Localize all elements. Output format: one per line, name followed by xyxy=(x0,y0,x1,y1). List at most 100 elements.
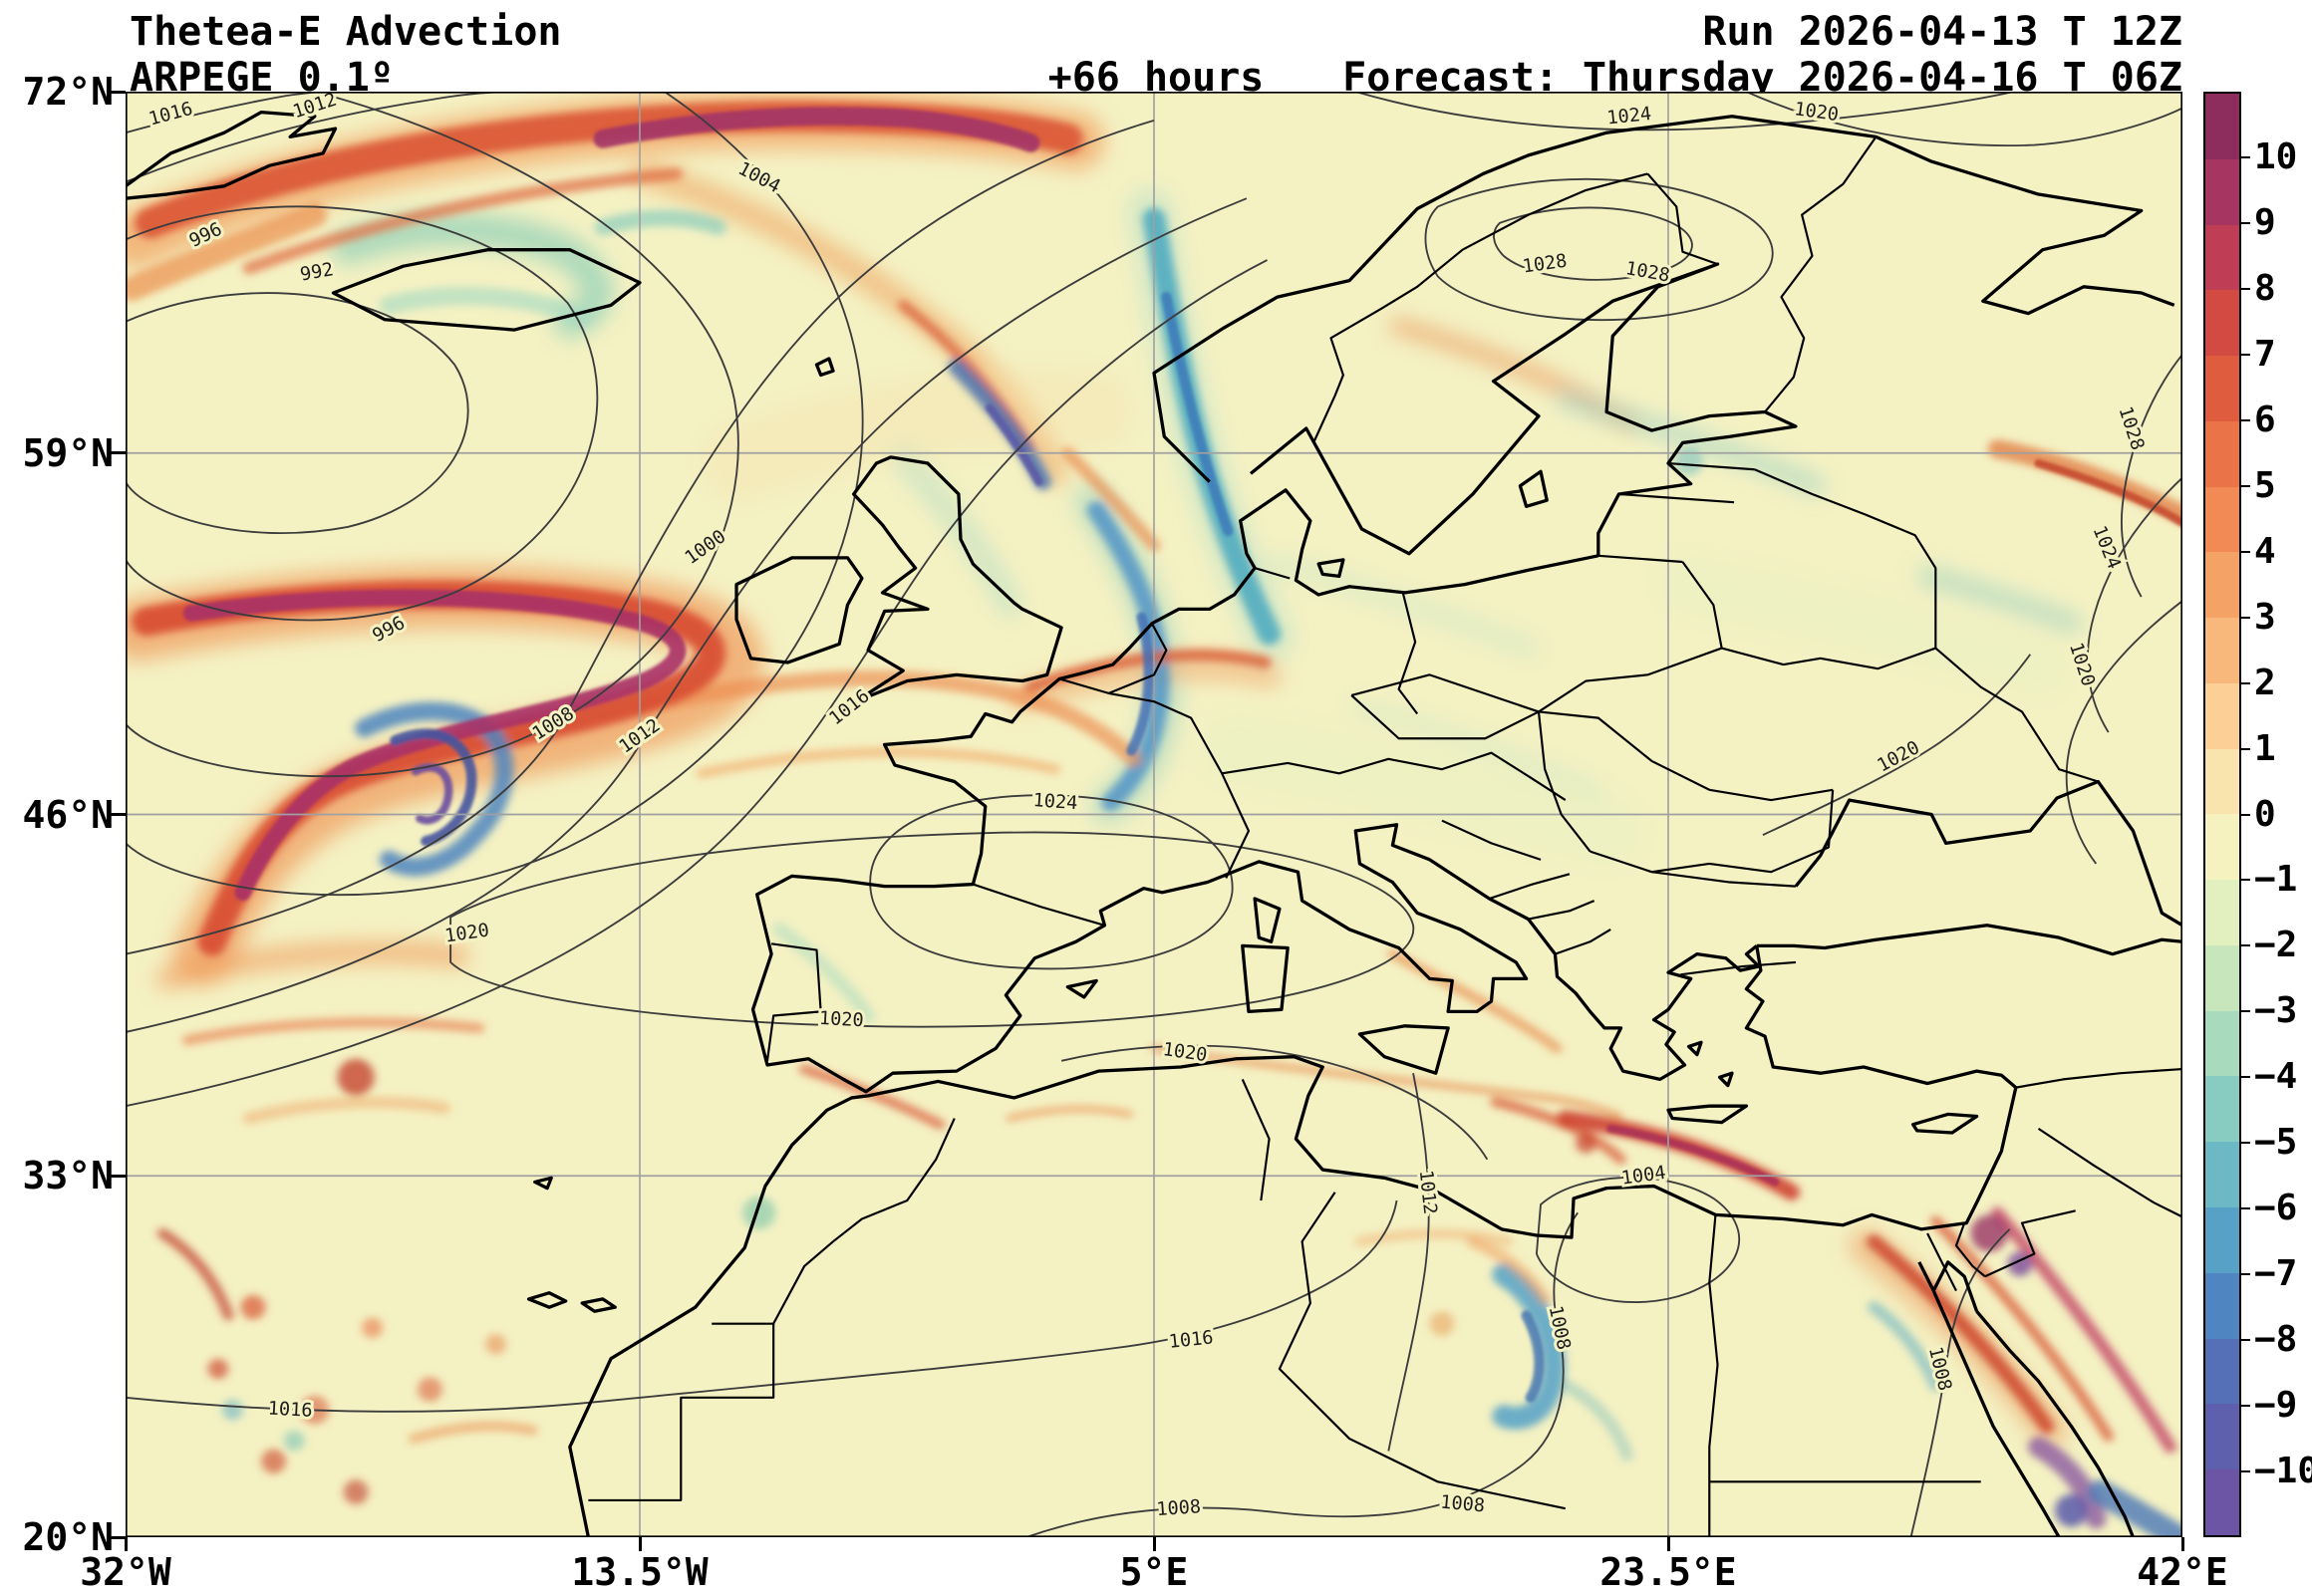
advection-feature xyxy=(182,589,687,902)
colorbar-tick xyxy=(2241,221,2250,224)
advection-feature xyxy=(240,1294,266,1320)
colorbar-tick-label: 0 xyxy=(2254,793,2276,835)
advection-feature xyxy=(242,167,684,275)
advection-core-layer xyxy=(182,107,2182,1403)
colorbar-tick xyxy=(2241,1076,2250,1079)
advection-feature xyxy=(181,1017,485,1046)
colorbar-segment xyxy=(2205,486,2239,553)
colorbar-tick-label: −1 xyxy=(2254,859,2298,901)
x-axis-tick xyxy=(124,1537,128,1551)
isobar-label: 1012 xyxy=(1415,1169,1441,1215)
y-axis-label: 59°N xyxy=(22,430,114,475)
colorbar-tick-label: −10 xyxy=(2254,1451,2312,1492)
advection-feature xyxy=(2028,1437,2107,1529)
x-axis-label: 32°W xyxy=(80,1550,171,1594)
isobar-label: 1016 xyxy=(267,1399,313,1422)
y-axis-tick xyxy=(110,813,126,816)
advection-feature xyxy=(379,286,592,327)
advection-feature xyxy=(742,1196,776,1229)
advection-feature xyxy=(1199,711,1644,869)
advection-feature xyxy=(355,701,514,877)
advection-feature xyxy=(1521,1310,1545,1403)
advection-feature xyxy=(1006,1105,1134,1123)
colorbar-tick xyxy=(2241,484,2250,487)
advection-feature xyxy=(1916,566,2082,635)
colorbar-tick-label: −6 xyxy=(2254,1188,2298,1229)
advection-feature xyxy=(331,212,614,339)
isobar-label: 1024 xyxy=(1032,790,1078,814)
colorbar-tick xyxy=(2241,287,2250,290)
colorbar-segment xyxy=(2205,158,2239,225)
advection-feature xyxy=(1868,1300,1942,1392)
advection-feature xyxy=(242,1096,451,1125)
advection-feature xyxy=(890,444,1022,618)
colorbar-tick-label: 8 xyxy=(2254,267,2276,309)
colorbar-segment xyxy=(2205,880,2239,945)
advection-feature xyxy=(1492,1262,1566,1430)
isobar-label: 1008 xyxy=(1439,1492,1485,1517)
advection-feature xyxy=(696,746,1061,779)
colorbar-segment xyxy=(2205,618,2239,683)
page-title: Thetea-E Advection xyxy=(130,9,562,55)
advection-feature xyxy=(701,366,1134,503)
y-axis-label: 46°N xyxy=(22,792,114,837)
colorbar-tick xyxy=(2241,616,2250,619)
coastline-layer xyxy=(126,110,2182,1537)
colorbar-tick-label: −3 xyxy=(2254,990,2298,1032)
colorbar-segment xyxy=(2205,1010,2239,1077)
advection-feature xyxy=(2034,458,2182,527)
advection-feature xyxy=(593,107,1040,152)
advection-feature xyxy=(1429,1311,1455,1337)
colorbar-segment xyxy=(2205,420,2239,487)
advection-feature xyxy=(222,1399,243,1421)
colorbar-segment xyxy=(2205,682,2239,749)
advection-feature xyxy=(343,1479,369,1505)
colorbar-tick-label: −9 xyxy=(2254,1385,2298,1427)
colorbar-segment xyxy=(2205,552,2239,619)
colorbar-tick xyxy=(2241,747,2250,750)
advection-feature xyxy=(261,1449,286,1474)
colorbar-tick-label: 2 xyxy=(2254,662,2276,703)
advection-feature xyxy=(283,1430,305,1452)
colorbar-tick-label: −4 xyxy=(2254,1056,2298,1098)
advection-feature xyxy=(1086,501,1170,812)
colorbar-tick-label: 3 xyxy=(2254,596,2276,638)
advection-feature xyxy=(1987,439,2182,524)
run-label: Run 2026-04-13 T 12Z xyxy=(1702,9,2182,55)
advection-feature xyxy=(1576,1132,1596,1154)
y-axis-tick xyxy=(110,1174,126,1178)
colorbar-tick xyxy=(2241,1405,2250,1408)
advection-feature xyxy=(411,763,453,825)
colorbar-tick xyxy=(2241,681,2250,684)
advection-feature xyxy=(1991,1206,2176,1454)
y-axis-tick xyxy=(110,1535,126,1539)
colorbar xyxy=(2203,92,2241,1537)
advection-feature xyxy=(362,1317,383,1339)
x-axis-tick xyxy=(638,1537,642,1551)
advection-feature xyxy=(2055,1493,2089,1527)
x-axis-label: 5°E xyxy=(1119,1550,1189,1594)
colorbar-tick-label: 6 xyxy=(2254,399,2276,440)
advection-feature xyxy=(418,1377,442,1402)
country-border-layer xyxy=(588,135,2182,1537)
advection-feature xyxy=(485,1333,506,1355)
advection-feature xyxy=(1970,1214,2008,1252)
colorbar-tick xyxy=(2241,1339,2250,1342)
advection-feature xyxy=(155,941,469,989)
x-axis-tick xyxy=(2180,1537,2184,1551)
y-axis-label: 20°N xyxy=(22,1515,114,1559)
advection-feature xyxy=(156,1227,234,1321)
colorbar-segment xyxy=(2205,224,2239,291)
colorbar-segment xyxy=(2205,1142,2239,1208)
advection-feature xyxy=(1674,446,1704,476)
colorbar-segment xyxy=(2205,1076,2239,1143)
colorbar-tick-label: 9 xyxy=(2254,201,2276,243)
x-axis-label: 23.5°E xyxy=(1599,1550,1737,1594)
colorbar-tick-label: −8 xyxy=(2254,1319,2298,1361)
advection-feature xyxy=(2088,1479,2182,1537)
advection-feature xyxy=(1349,697,1605,803)
colorbar-segment xyxy=(2205,748,2239,815)
advection-feature xyxy=(1161,291,1234,537)
advection-feature xyxy=(1149,1044,1623,1121)
